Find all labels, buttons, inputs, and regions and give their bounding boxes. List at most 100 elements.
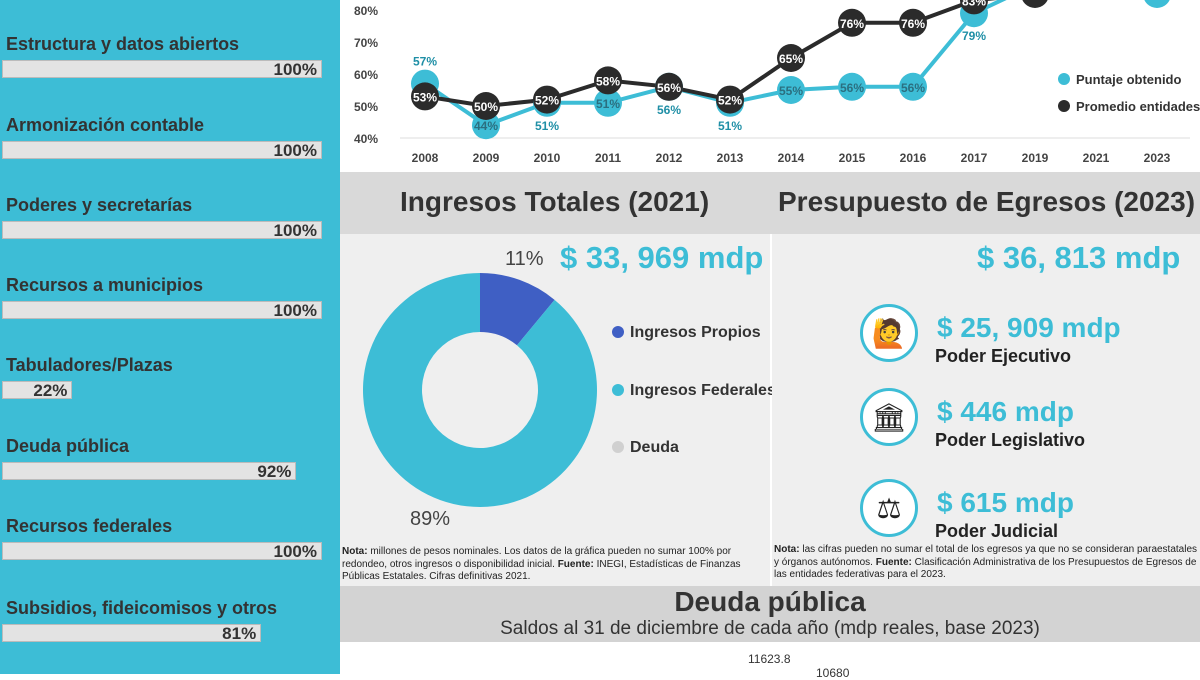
data-point — [594, 88, 622, 117]
legend-label: Puntaje obtenido — [1076, 72, 1182, 87]
progress-value: 100% — [273, 60, 317, 79]
data-label: 52% — [535, 94, 559, 108]
data-label: 76% — [901, 17, 925, 31]
note-text: millones de pesos nominales. Los datos d… — [342, 546, 732, 570]
data-point — [594, 66, 622, 95]
data-point — [533, 85, 561, 114]
legend-swatch — [612, 441, 624, 453]
data-label: 55% — [779, 84, 803, 98]
deuda-title: Deuda pública — [674, 586, 866, 617]
progress-value: 100% — [273, 542, 317, 561]
item-label: Tabuladores/Plazas — [6, 355, 173, 375]
legend-propios: Ingresos Propios — [612, 324, 761, 342]
item-label: Armonización contable — [6, 115, 205, 135]
data-label: 51% — [535, 119, 559, 133]
item-label: Deuda pública — [6, 436, 130, 456]
y-tick-label: 70% — [354, 36, 378, 50]
egreso-label: Poder Legislativo — [935, 430, 1086, 450]
note-label: Nota: — [342, 546, 368, 557]
progress-value: 100% — [273, 301, 317, 320]
x-tick-label: 2014 — [778, 151, 805, 165]
data-point — [411, 82, 439, 111]
deuda-data-label: 10680 — [816, 666, 850, 680]
data-point — [777, 44, 805, 72]
data-label: 85% — [1023, 0, 1047, 2]
data-label: 58% — [596, 74, 620, 88]
source-label: Fuente: — [557, 558, 594, 570]
progress-bar: 100% — [2, 221, 322, 240]
item-label: Recursos a municipios — [6, 275, 204, 295]
data-label: 52% — [718, 94, 742, 108]
data-point — [1144, 0, 1170, 8]
data-label: 56% — [840, 81, 864, 95]
item-label: Recursos federales — [6, 516, 173, 536]
legend-deuda: Deuda — [612, 439, 679, 457]
data-point — [777, 76, 805, 104]
deuda-header: Deuda pública Saldos al 31 de diciembre … — [340, 586, 1200, 642]
data-point — [472, 92, 500, 120]
x-tick-label: 2015 — [839, 151, 866, 165]
egresos-title: Presupuesto de Egresos (2023) — [778, 186, 1196, 217]
ingresos-note: Nota: millones de pesos nominales. Los d… — [342, 546, 762, 584]
source-text: INEGI, Estadísticas de Finanzas Públicas… — [342, 558, 741, 583]
data-label: 50% — [474, 100, 498, 114]
x-tick-label: 2019 — [1022, 151, 1049, 165]
data-label: 44% — [474, 119, 498, 133]
x-tick-label: 2013 — [717, 151, 744, 165]
data-point — [960, 0, 988, 15]
donut-slice — [363, 273, 597, 507]
progress-bar: 100% — [2, 141, 322, 160]
x-tick-label: 2012 — [656, 151, 683, 165]
deuda-data-label: 11623.8 — [748, 652, 791, 666]
progress-bar: 92% — [2, 462, 297, 481]
progress-value: 100% — [273, 221, 317, 240]
line-chart: 40% 50% 60% 70% 80% 2008 2009 2010 2011 2012 2013 2… — [340, 0, 1200, 172]
source-text: Clasificación Administrativa de los Pres… — [774, 556, 1197, 581]
data-point — [838, 72, 866, 101]
legend-puntaje: Puntaje obtenido — [1058, 72, 1181, 87]
section-header: Ingresos Totales (2021) Presupuesto de E… — [340, 172, 1200, 234]
line-chart-svg: 40% 50% 60% 70% 80% 2008 2009 2010 2011 2012 2013 2… — [354, 0, 1190, 165]
legend-swatch — [1058, 73, 1070, 85]
egreso-amount: $ 25, 909 mdp — [937, 312, 1121, 343]
note-text: las cifras pueden no sumar el total de l… — [774, 544, 1198, 568]
item-label: Subsidios, fideicomisos y otros — [6, 598, 278, 618]
legend-swatch — [612, 326, 624, 338]
x-tick-label: 2023 — [1144, 151, 1171, 165]
progress-bar: 100% — [2, 542, 322, 561]
progress-bar: 22% — [2, 381, 73, 400]
data-point — [1022, 0, 1048, 8]
legend-promedio: Promedio entidades — [1058, 99, 1200, 114]
item-label: Estructura y datos abiertos — [6, 34, 240, 54]
x-tick-label: 2010 — [534, 151, 561, 165]
data-label: 51% — [596, 97, 620, 111]
x-tick-label: 2021 — [1083, 151, 1110, 165]
legislature-icon: 🏛 — [860, 388, 918, 446]
y-tick-label: 80% — [354, 4, 378, 18]
data-label: 65% — [779, 52, 803, 66]
egreso-label: Poder Ejecutivo — [935, 346, 1072, 366]
deuda-subtitle: Saldos al 31 de diciembre de cada año (m… — [500, 618, 1040, 639]
sidebar: Estructura y datos abiertos 100% Armoniza… — [0, 0, 340, 674]
y-tick-label: 60% — [354, 68, 378, 82]
note-label: Nota: — [774, 544, 800, 555]
y-tick-label: 50% — [354, 100, 378, 114]
data-point — [899, 72, 927, 101]
legend-swatch — [1058, 100, 1070, 112]
progress-bar: 100% — [2, 301, 322, 320]
egresos-note: Nota: las cifras pueden no sumar el tota… — [774, 544, 1198, 582]
data-point — [655, 72, 683, 101]
progress-value: 92% — [257, 462, 292, 481]
slice-label-propios: 11% — [505, 248, 544, 270]
x-tick-label: 2011 — [595, 151, 621, 165]
progress-value: 81% — [222, 624, 257, 643]
data-label: 53% — [413, 90, 437, 104]
data-label: 51% — [718, 119, 742, 133]
source-label: Fuente: — [875, 556, 912, 568]
data-label: 83% — [962, 0, 986, 8]
progress-value: 22% — [33, 381, 68, 400]
progress-bar: 100% — [2, 60, 322, 79]
data-point — [899, 8, 927, 37]
donut-chart — [363, 273, 597, 507]
legend-label: Ingresos Propios — [630, 324, 761, 341]
